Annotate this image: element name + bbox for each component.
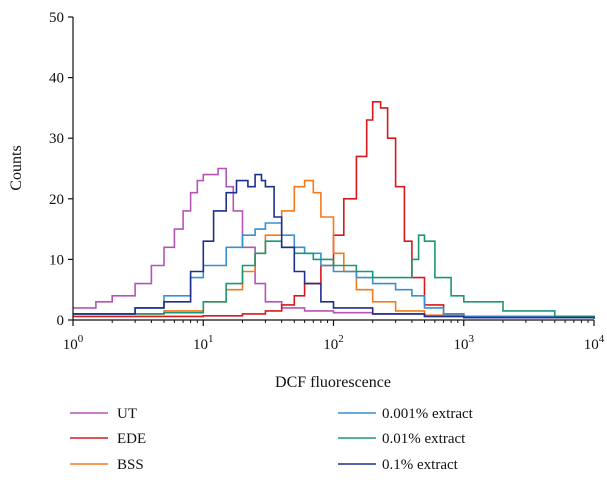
series-line-3 (73, 222, 595, 319)
y-tick-label: 0 (57, 313, 65, 329)
series-line-5 (73, 173, 595, 319)
x-axis-label: DCF fluorescence (275, 374, 391, 391)
series-line-4 (73, 234, 595, 318)
legend-label: BSS (117, 457, 144, 473)
y-tick-label: 20 (49, 192, 64, 208)
legend: UT EDE BSS 0.001% extract 0.01% extract 0.1% … (70, 406, 474, 473)
y-tick-label: 30 (49, 131, 64, 147)
y-axis-label: Counts (8, 145, 25, 190)
legend-label: EDE (117, 431, 146, 447)
series-layer (73, 101, 595, 319)
legend-label: 0.01% extract (382, 431, 466, 447)
y-tick-label: 40 (49, 71, 64, 87)
series-line-0 (73, 167, 595, 319)
y-tick-label: 50 (49, 10, 64, 26)
legend-label: 0.1% extract (382, 457, 459, 473)
y-tick-label: 10 (49, 252, 64, 268)
series-line-1 (73, 101, 595, 319)
legend-label: UT (117, 406, 137, 422)
legend-label: 0.001% extract (382, 406, 474, 422)
